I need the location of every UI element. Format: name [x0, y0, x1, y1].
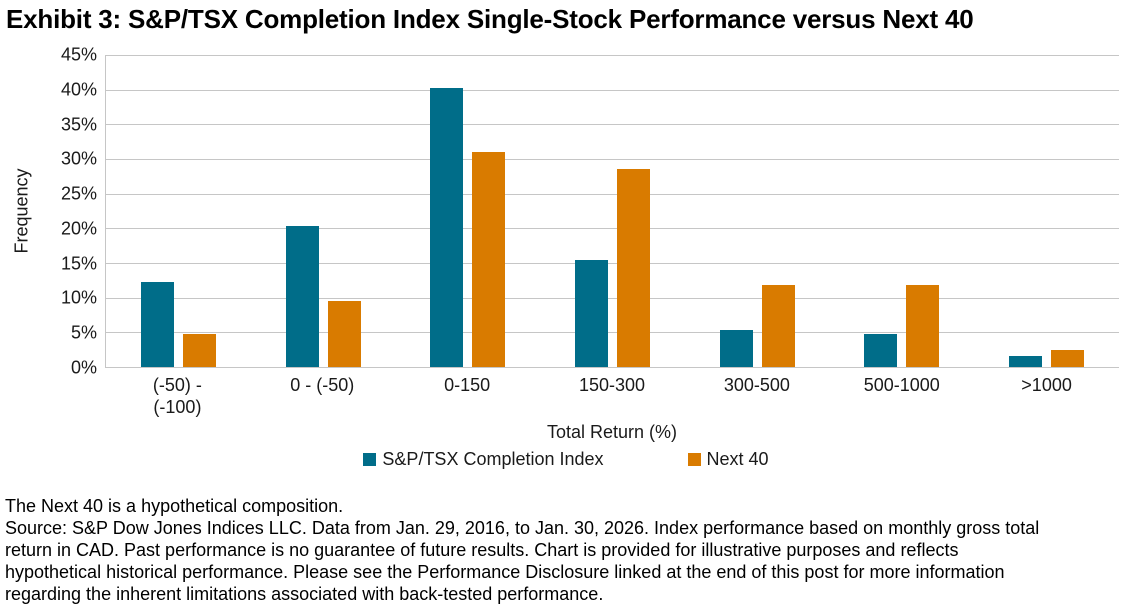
bar [182, 333, 216, 367]
chart-title: Exhibit 3: S&P/TSX Completion Index Sing… [6, 4, 974, 34]
bar-group [974, 55, 1119, 367]
gridline [106, 297, 1119, 299]
bar [761, 284, 795, 367]
bar [140, 281, 174, 367]
gridline [106, 193, 1119, 195]
bar [575, 259, 609, 367]
gridline [106, 55, 1119, 56]
bar-group [395, 55, 540, 367]
x-axis-tick-label: 0 - (-50) [290, 375, 355, 395]
y-axis-tick-label: 40% [60, 79, 97, 100]
bar-group [106, 55, 251, 367]
bar-group [540, 55, 685, 367]
gridline [106, 89, 1119, 91]
bar [472, 152, 506, 367]
x-axis-tick-label: 500-1000 [863, 375, 940, 395]
y-axis-tick-label: 20% [60, 218, 97, 239]
y-axis-tick-label: 35% [60, 114, 97, 135]
bar [285, 226, 319, 367]
x-axis-tick-label: 300-500 [723, 375, 790, 395]
legend: S&P/TSX Completion Index Next 40 [0, 449, 1132, 470]
y-axis-tick-label: 15% [60, 253, 97, 274]
x-axis-tick-label: >1000 [1021, 375, 1072, 395]
gridline [106, 159, 1119, 160]
legend-label: S&P/TSX Completion Index [382, 449, 604, 469]
y-axis-tick-label: 10% [60, 287, 97, 308]
bar-groups [106, 55, 1119, 367]
y-axis-tick-label: 25% [60, 183, 97, 204]
bar [719, 330, 753, 367]
y-axis-tick-label: 30% [60, 148, 97, 169]
legend-label: Next 40 [706, 449, 769, 469]
bar-group [685, 55, 830, 367]
legend-item: S&P/TSX Completion Index [363, 449, 604, 470]
legend-swatch-icon [363, 453, 377, 466]
legend-swatch-icon [687, 453, 701, 466]
bar-group [830, 55, 975, 367]
bar [906, 284, 940, 367]
y-axis-tick-label: 45% [60, 44, 97, 65]
y-axis-ticks: 0% 5% 10% 15% 20% 25% 30% 35% 40% 45% [0, 45, 97, 378]
x-axis-title: Total Return (%) [546, 422, 678, 442]
x-axis-ticks: (-50) - (-100) 0 - (-50) 0-150 150-300 300-5… [105, 374, 1119, 418]
legend-item: Next 40 [687, 449, 769, 470]
bar [864, 334, 898, 367]
x-axis-tick-label: (-50) - (-100) [152, 375, 202, 417]
bar [1051, 350, 1085, 367]
gridline [106, 332, 1119, 334]
gridline [106, 263, 1119, 264]
gridline [106, 124, 1119, 126]
x-axis-tick-label: 0-150 [444, 375, 491, 395]
bar-group [251, 55, 396, 367]
footnotes: The Next 40 is a hypothetical compositio… [5, 496, 1040, 604]
gridline [106, 228, 1119, 230]
y-axis-tick-label: 0% [70, 357, 97, 378]
y-axis-tick-label: 5% [70, 322, 97, 343]
bar [1009, 355, 1043, 367]
x-axis-tick-label: 150-300 [578, 375, 646, 395]
plot-area [105, 55, 1119, 368]
bar [617, 168, 651, 367]
bar [327, 301, 361, 367]
bar [430, 87, 464, 367]
